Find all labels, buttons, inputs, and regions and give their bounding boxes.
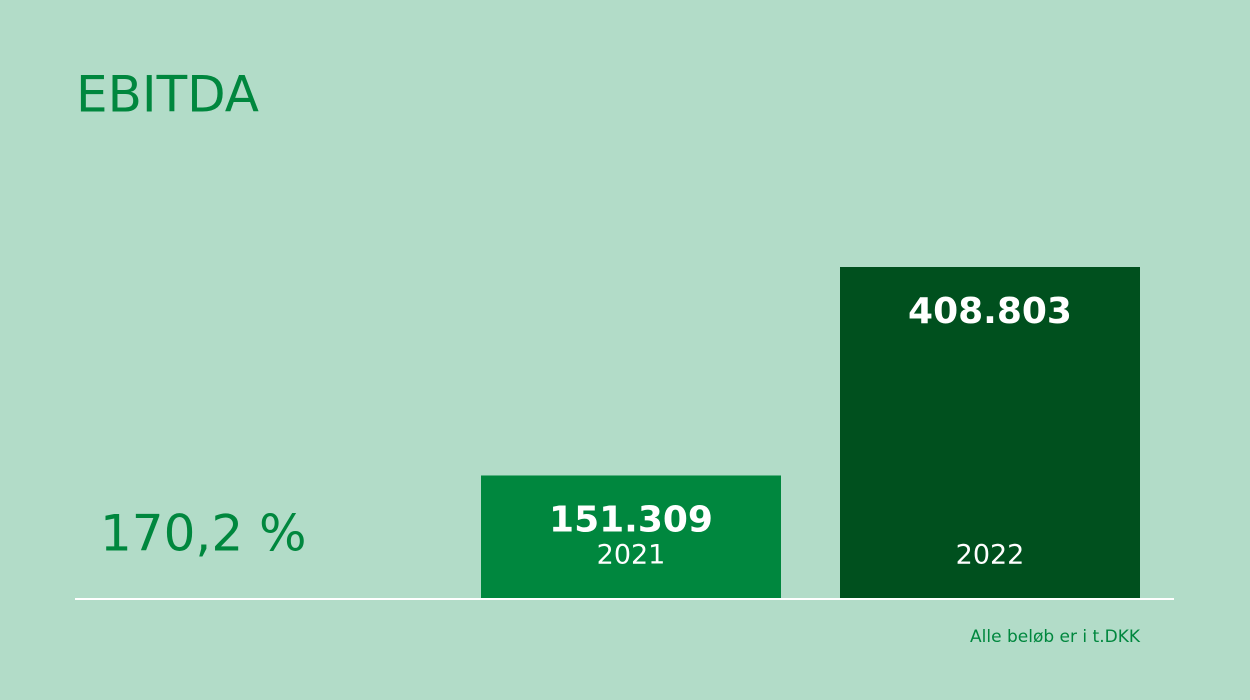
bar: [481, 475, 781, 598]
category-label: 2021: [597, 540, 666, 571]
bar: [840, 267, 1140, 598]
footnote: Alle beløb er i t.DKK: [970, 627, 1141, 647]
chart-title: EBITDA: [76, 66, 259, 124]
annotation: 170,2 %: [100, 505, 307, 563]
category-label: 2022: [956, 540, 1025, 571]
value-label: 151.309: [549, 499, 713, 540]
value-label: 408.803: [908, 291, 1072, 332]
